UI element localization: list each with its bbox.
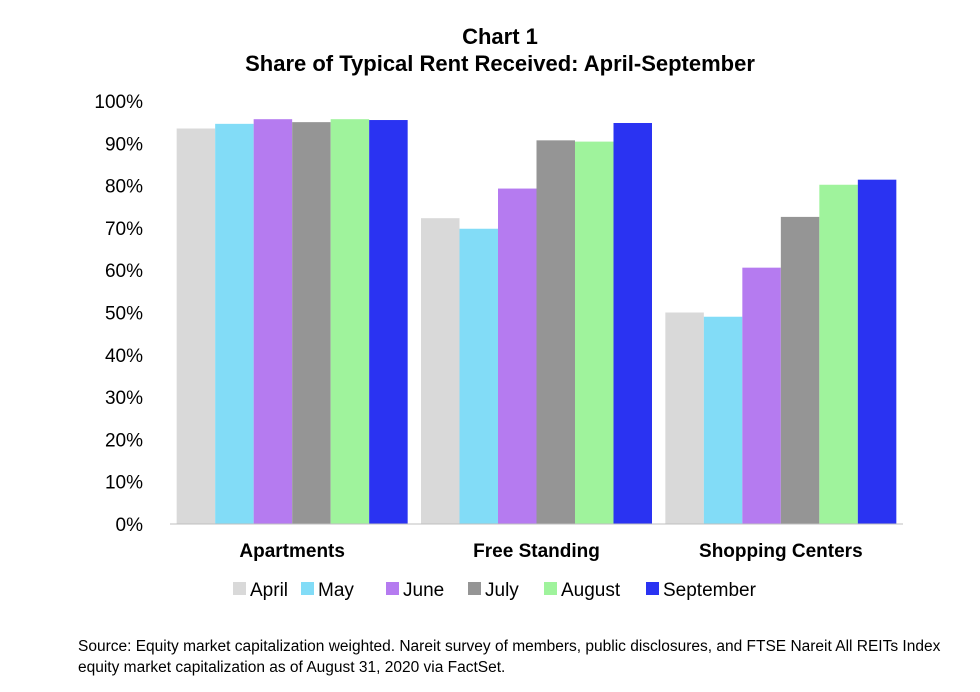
legend-swatch-august <box>544 582 557 595</box>
legend-swatch-july <box>468 582 481 595</box>
bars <box>176 119 897 525</box>
bar-may-shopping-centers <box>703 316 743 524</box>
bar-august-shopping-centers <box>819 184 858 524</box>
bar-june-apartments <box>253 119 293 525</box>
category-label: Shopping Centers <box>699 541 863 562</box>
bar-july-free-standing <box>536 140 575 525</box>
legend-swatch-april <box>233 582 246 595</box>
bar-april-apartments <box>176 128 216 524</box>
legend-label-april: April <box>250 580 288 601</box>
x-axis-categories: Apartments Free Standing Shopping Centers <box>239 541 862 562</box>
legend-label-june: June <box>403 580 444 601</box>
y-tick-label: 100% <box>94 92 143 113</box>
legend-swatch-june <box>386 582 399 595</box>
bar-july-shopping-centers <box>780 216 820 525</box>
bar-september-apartments <box>369 120 408 524</box>
y-tick-label: 40% <box>105 346 143 367</box>
y-tick-label: 30% <box>105 388 143 409</box>
bar-september-shopping-centers <box>857 179 897 525</box>
y-tick-label: 50% <box>105 304 143 325</box>
bar-april-shopping-centers <box>665 312 704 524</box>
legend-swatch-may <box>301 582 314 595</box>
category-label: Apartments <box>239 541 345 562</box>
legend-label-july: July <box>485 580 519 601</box>
y-tick-label: 0% <box>116 515 144 536</box>
chart-title: Chart 1 <box>462 24 538 49</box>
legend-label-september: September <box>663 580 757 601</box>
y-tick-label: 10% <box>105 473 143 494</box>
bar-june-free-standing <box>498 188 537 524</box>
y-tick-label: 90% <box>105 134 143 155</box>
y-tick-label: 20% <box>105 430 143 451</box>
category-label: Free Standing <box>473 541 600 562</box>
y-tick-label: 80% <box>105 177 143 198</box>
bar-september-free-standing <box>613 122 652 524</box>
bar-april-free-standing <box>421 218 460 524</box>
bar-may-free-standing <box>459 228 498 524</box>
y-tick-label: 70% <box>105 219 143 240</box>
legend-label-may: May <box>318 580 354 601</box>
bar-may-apartments <box>215 123 254 524</box>
legend-swatch-september <box>646 582 659 595</box>
bar-june-shopping-centers <box>742 267 781 524</box>
y-tick-label: 60% <box>105 261 143 282</box>
source-note: Source: Equity market capitalization wei… <box>78 638 941 676</box>
chart-subtitle: Share of Typical Rent Received: April-Se… <box>245 51 755 76</box>
y-axis-ticks: 0% 10% 20% 30% 40% 50% 60% 70% 80% 90% 100% <box>94 92 143 536</box>
bar-august-free-standing <box>575 141 614 524</box>
bar-july-apartments <box>292 122 331 525</box>
legend: April May June July August September <box>233 580 757 601</box>
legend-label-august: August <box>561 580 621 601</box>
bar-august-apartments <box>330 119 370 525</box>
